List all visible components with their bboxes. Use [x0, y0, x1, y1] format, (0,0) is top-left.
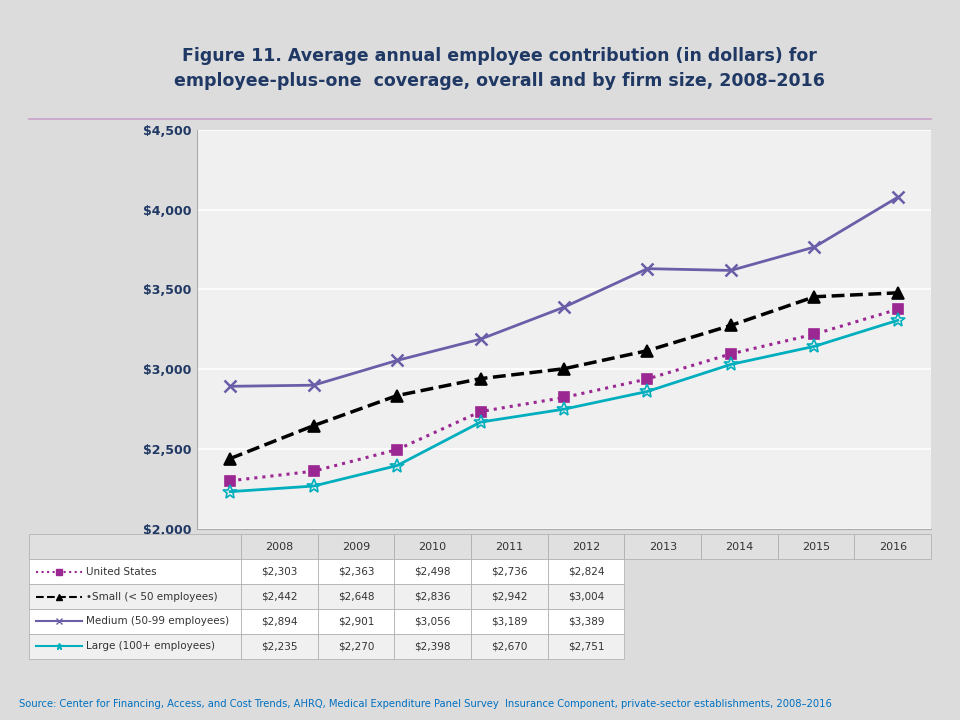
Text: Figure 11. Average annual employee contribution (in dollars) for
employee-plus-o: Figure 11. Average annual employee contr…: [174, 47, 825, 90]
Text: $2,363: $2,363: [338, 567, 374, 577]
Text: $3,056: $3,056: [415, 616, 451, 626]
Text: $2,303: $2,303: [261, 567, 298, 577]
Text: 2012: 2012: [572, 541, 600, 552]
Text: $2,442: $2,442: [261, 592, 298, 601]
Text: 2009: 2009: [342, 541, 370, 552]
Text: $2,736: $2,736: [492, 567, 528, 577]
Text: $2,901: $2,901: [338, 616, 374, 626]
Text: 2010: 2010: [419, 541, 446, 552]
Text: United States: United States: [86, 567, 157, 577]
Text: $3,189: $3,189: [492, 616, 528, 626]
Text: Large (100+ employees): Large (100+ employees): [86, 642, 215, 652]
Text: $3,389: $3,389: [567, 616, 604, 626]
Text: 2014: 2014: [726, 541, 754, 552]
Text: Medium (50-99 employees): Medium (50-99 employees): [86, 616, 229, 626]
Text: $2,942: $2,942: [492, 592, 528, 601]
Text: 2016: 2016: [878, 541, 907, 552]
Text: $2,751: $2,751: [567, 642, 604, 652]
Text: $2,894: $2,894: [261, 616, 298, 626]
Text: •Small (< 50 employees): •Small (< 50 employees): [86, 592, 218, 601]
Text: $2,270: $2,270: [338, 642, 374, 652]
Text: $2,824: $2,824: [567, 567, 604, 577]
Text: 2015: 2015: [803, 541, 830, 552]
Text: $2,670: $2,670: [492, 642, 527, 652]
Text: 2011: 2011: [495, 541, 523, 552]
Text: $2,648: $2,648: [338, 592, 374, 601]
Text: $2,836: $2,836: [415, 592, 451, 601]
Text: $2,235: $2,235: [261, 642, 298, 652]
Text: Source: Center for Financing, Access, and Cost Trends, AHRQ, Medical Expenditure: Source: Center for Financing, Access, an…: [19, 699, 832, 709]
Text: $2,498: $2,498: [415, 567, 451, 577]
Text: $3,004: $3,004: [568, 592, 604, 601]
Text: 2008: 2008: [265, 541, 294, 552]
Text: $2,398: $2,398: [415, 642, 451, 652]
Text: 2013: 2013: [649, 541, 677, 552]
